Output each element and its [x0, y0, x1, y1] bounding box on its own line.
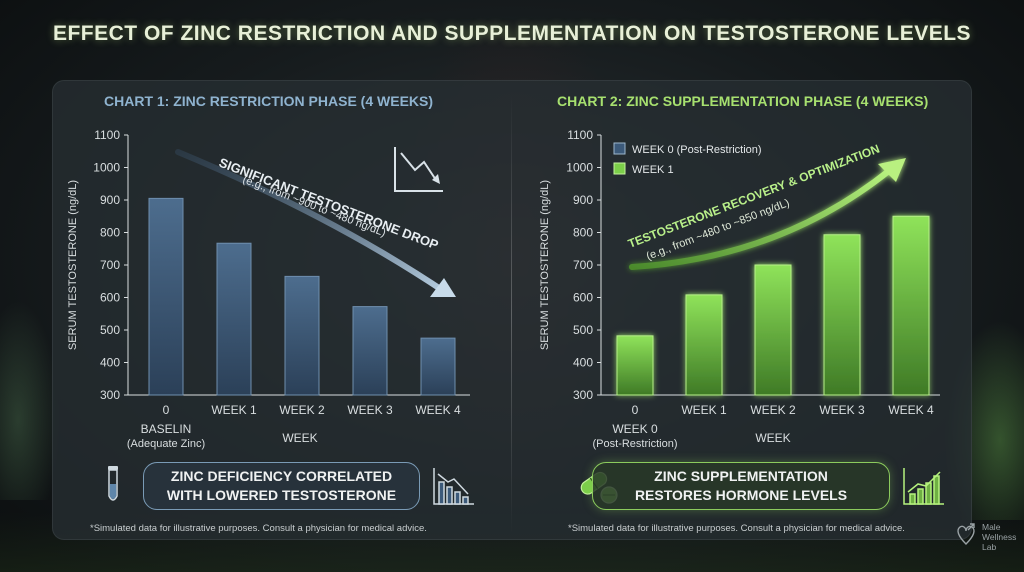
chart-2-y-axis-label: SERUM TESTOSTERONE (ng/dL) — [539, 180, 551, 350]
chart-1-bar — [352, 306, 388, 396]
chart-1-y-tick-label: 600 — [100, 291, 120, 305]
chart-1-y-tick-label: 500 — [100, 323, 120, 337]
growth-chart-icon — [903, 468, 944, 505]
chart-2-x-tick-label: WEEK 4 — [888, 403, 934, 417]
chart-1-y-tick-label: 1000 — [93, 161, 120, 175]
chart-1-bar — [284, 275, 320, 396]
chart-2-y-tick-label: 500 — [573, 323, 593, 337]
chart-2-title: CHART 2: ZINC SUPPLEMENTATION PHASE (4 W… — [557, 93, 929, 109]
chart-2-x-tick-note: (Post-Restriction) — [593, 438, 678, 450]
brand-name: Male Wellness Lab — [982, 522, 1016, 552]
chart-2-bar — [616, 335, 654, 396]
callout-1-line-2: WITH LOWERED TESTOSTERONE — [166, 487, 397, 503]
chart-2-x-tick-label: WEEK 3 — [819, 403, 865, 417]
chart-1-x-tick-label: 0 — [163, 403, 170, 417]
chart-1-bar — [216, 242, 252, 396]
chart-1-y-tick-label: 400 — [100, 356, 120, 370]
chart-2-y-tick-label: 700 — [573, 258, 593, 272]
chart-1-y-tick-label: 700 — [100, 258, 120, 272]
chart-2-trend-arrowhead — [878, 158, 906, 182]
chart-2-bar — [823, 234, 861, 396]
chart-1-x-axis-label: WEEK — [282, 431, 317, 445]
declining-chart-icon — [433, 468, 474, 505]
chart-1-trend-arrowhead — [430, 278, 456, 297]
chart-1-bar — [148, 197, 184, 396]
chart-1-trend-arrow — [175, 149, 448, 295]
chart-1-y-axis-label: SERUM TESTOSTERONE (ng/dL) — [67, 180, 79, 350]
chart-2-y-tick-label: 800 — [573, 226, 593, 240]
chart-1-annotation-detail: (e.g., from ~900 to ~480 ng/dL) — [241, 174, 387, 240]
brand-line-2: Wellness — [982, 532, 1017, 542]
chart-1-x-tick-note: (Adequate Zinc) — [127, 438, 205, 450]
callout-zinc-supplementation: ZINC SUPPLEMENTATION RESTORES HORMONE LE… — [592, 462, 890, 510]
brand-line-3: Lab — [982, 542, 997, 552]
footnote-chart-2: *Simulated data for illustrative purpose… — [568, 523, 905, 534]
chart-1-y-tick-label: 300 — [100, 388, 120, 402]
chart-2-y-tick-label: 600 — [573, 291, 593, 305]
chart-1-x-tick-sublabel: BASELIN — [141, 422, 192, 436]
page-title: EFFECT OF ZINC RESTRICTION AND SUPPLEMEN… — [52, 22, 972, 45]
chart-1-x-tick-label: WEEK 4 — [415, 403, 461, 417]
legend-swatch-week0 — [613, 142, 626, 155]
chart-2-y-tick-label: 400 — [573, 356, 593, 370]
chart-1-annotation-headline: SIGNIFICANT TESTOSTERONE DROP — [217, 155, 441, 253]
chart-1-y-tick-label: 900 — [100, 193, 120, 207]
brand-line-1: Male — [982, 522, 1001, 532]
callout-1-line-1: ZINC DEFICIENCY CORRELATED — [170, 468, 393, 484]
chart-1-x-tick-label: WEEK 2 — [279, 403, 325, 417]
chart-1-bar — [420, 337, 456, 396]
logo-icon — [957, 523, 975, 545]
chart-1-y-tick-label: 1100 — [94, 128, 120, 142]
footnote-chart-1: *Simulated data for illustrative purpose… — [90, 523, 427, 534]
chart-2-bar — [754, 264, 792, 396]
chart-2-x-tick-sublabel: WEEK 0 — [612, 422, 658, 436]
chart-2-x-tick-label: WEEK 1 — [681, 403, 727, 417]
legend-label-week0: WEEK 0 (Post-Restriction) — [632, 144, 762, 156]
chart-2-y-tick-label: 300 — [573, 388, 593, 402]
chart-1-x-tick-label: WEEK 1 — [211, 403, 257, 417]
panel-divider — [511, 94, 512, 534]
chart-2-x-axis-label: WEEK — [755, 431, 790, 445]
legend-label-week1: WEEK 1 — [632, 164, 674, 176]
chart-2-y-tick-label: 1100 — [567, 128, 593, 142]
chart-2-bar — [685, 294, 723, 396]
callout-2-line-2: RESTORES HORMONE LEVELS — [634, 487, 848, 503]
chart-2-trend-arrow — [629, 167, 893, 270]
background-lab-glow-left — [0, 300, 60, 500]
chart-1: 300 400 500 600 700 800 900 1000 1100 SERUM TESTO… — [67, 128, 470, 450]
callout-zinc-deficiency: ZINC DEFICIENCY CORRELATED WITH LOWERED … — [143, 462, 420, 510]
trend-down-icon — [394, 147, 443, 192]
legend-swatch-week1 — [613, 162, 626, 175]
chart-2-bar — [892, 215, 930, 396]
chart-2-y-tick-label: 1000 — [566, 161, 593, 175]
chart-2-x-tick-label: 0 — [632, 403, 639, 417]
chart-2-legend: WEEK 0 (Post-Restriction) WEEK 1 — [613, 142, 762, 176]
chart-1-title: CHART 1: ZINC RESTRICTION PHASE (4 WEEKS… — [104, 93, 434, 109]
callout-2-line-1: ZINC SUPPLEMENTATION — [654, 468, 828, 484]
chart-1-y-tick-label: 800 — [100, 226, 120, 240]
test-tube-icon — [108, 466, 118, 501]
chart-2-x-tick-label: WEEK 2 — [750, 403, 796, 417]
chart-2: 300 400 500 600 700 800 900 1000 1100 SERUM TESTO… — [539, 128, 940, 450]
chart-2-y-tick-label: 900 — [573, 193, 593, 207]
chart-1-x-tick-label: WEEK 3 — [347, 403, 393, 417]
